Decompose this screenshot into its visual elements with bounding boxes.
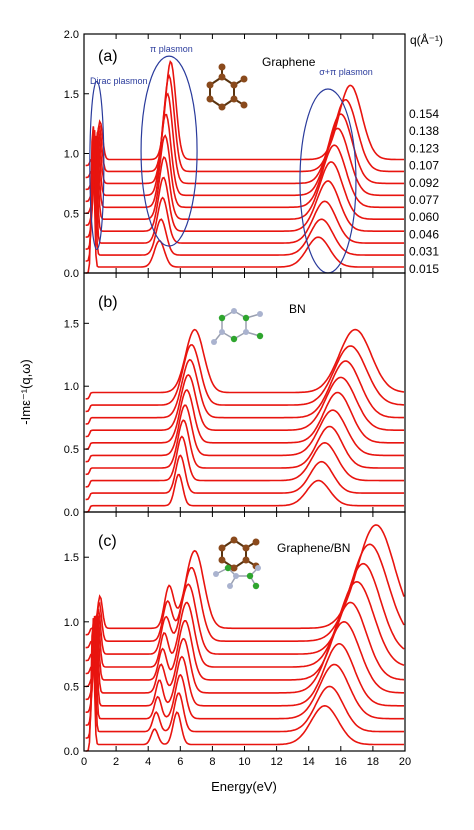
plasmon-label-3: σ+π plasmon: [319, 67, 373, 77]
panel-2-label: (b): [98, 294, 118, 311]
y-tick-label: 1.5: [64, 318, 79, 330]
plasmon-ellipse-2: [140, 55, 198, 247]
y-tick-label: 0.0: [64, 746, 79, 758]
x-tick-label: 18: [367, 756, 379, 768]
x-tick-label: 8: [209, 756, 215, 768]
plasmon-label-1: Dirac plasmon: [90, 76, 148, 86]
curve-q-0.092: [85, 601, 405, 688]
q-value-label: 0.015: [409, 262, 439, 276]
curve-q-0.138: [85, 543, 405, 649]
curve-q-0.015: [85, 126, 404, 274]
curve-q-0.138: [85, 73, 404, 179]
x-axis-title: Energy(eV): [211, 779, 277, 794]
curve-q-0.031: [85, 618, 404, 739]
curve-q-0.138: [85, 344, 405, 413]
q-value-label: 0.077: [409, 193, 439, 207]
y-axis-title: -Imε⁻¹(q,ω): [18, 359, 33, 424]
graphene-bn-molecule-icon: [213, 536, 261, 590]
curve-q-0.123: [85, 92, 404, 191]
panel-2-material-label: BN: [289, 302, 306, 316]
curve-q-0.031: [85, 454, 404, 501]
x-tick-label: 6: [177, 756, 183, 768]
x-tick-label: 0: [81, 756, 87, 768]
curve-q-0.046: [85, 615, 404, 726]
curve-q-0.015: [85, 623, 404, 752]
y-tick-label: 0.0: [64, 507, 79, 519]
panel-3-curves: [85, 524, 405, 752]
curve-q-0.060: [85, 419, 404, 476]
x-tick-label: 2: [113, 756, 119, 768]
q-axis-unit-label: q(Å⁻¹): [410, 32, 443, 47]
panel-2-curves: [85, 328, 405, 513]
curve-q-0.123: [85, 562, 405, 662]
curve-q-0.060: [85, 140, 404, 238]
curve-q-0.092: [85, 134, 404, 214]
panel-3-label: (c): [98, 533, 117, 550]
curve-q-0.123: [85, 358, 404, 425]
panel-3: 0 2 4 6 8 10 12 14 16 18 20 0.0 0.5 1.0 1.5 (c) Graphene…: [64, 511, 411, 768]
y-tick-label: 0.5: [64, 208, 79, 220]
y-tick-label: 2.0: [64, 29, 79, 41]
panel-2: 0.0 0.5 1.0 1.5 (b) BN: [64, 272, 406, 519]
y-tick-label: 0.0: [64, 268, 79, 280]
y-tick-label: 0.5: [64, 681, 79, 693]
curve-q-0.092: [85, 389, 404, 450]
curve-q-0.046: [85, 435, 404, 488]
plasmon-label-2: π plasmon: [150, 44, 193, 54]
curve-q-0.077: [85, 404, 404, 463]
q-value-label: 0.123: [409, 141, 439, 155]
curve-q-0.154: [85, 524, 405, 636]
x-tick-label: 4: [145, 756, 151, 768]
q-value-label: 0.107: [409, 159, 439, 173]
curve-q-0.077: [85, 135, 404, 226]
x-tick-label: 12: [270, 756, 282, 768]
curve-q-0.015: [85, 473, 404, 513]
x-tick-label: 14: [303, 756, 315, 768]
x-tick-label: 20: [399, 756, 411, 768]
curve-q-0.107: [85, 113, 404, 203]
panel-1-curves: [85, 60, 404, 274]
panel-3-material-label: Graphene/BN: [277, 541, 350, 555]
curve-q-0.060: [85, 620, 404, 714]
curve-q-0.046: [85, 130, 404, 250]
curve-q-0.107: [85, 373, 404, 438]
curve-q-0.077: [85, 615, 404, 701]
x-tick-label: 16: [335, 756, 347, 768]
bn-molecule-icon: [211, 308, 264, 345]
y-tick-label: 1.5: [64, 89, 79, 101]
curve-q-0.154: [85, 328, 405, 400]
y-tick-label: 0.5: [64, 444, 79, 456]
y-tick-label: 1.0: [64, 149, 79, 161]
q-value-label: 0.031: [409, 245, 439, 259]
q-value-label: 0.154: [409, 107, 439, 121]
plasmon-ellipse-1: [89, 80, 105, 251]
y-tick-label: 1.5: [64, 552, 79, 564]
y-tick-label: 1.0: [64, 381, 79, 393]
curve-q-0.031: [85, 126, 404, 262]
q-value-label: 0.092: [409, 176, 439, 190]
panels-layer: 0.0 0.5 1.0 1.5 2.0 (a) Graphene Dirac plasmon π…: [64, 29, 440, 768]
y-tick-label: 1.0: [64, 617, 79, 629]
graphene-molecule-icon: [206, 63, 248, 111]
q-value-label: 0.046: [409, 227, 439, 241]
panel-1: 0.0 0.5 1.0 1.5 2.0 (a) Graphene Dirac plasmon π…: [64, 29, 440, 280]
q-value-labels: 0.154 0.138 0.123 0.107 0.092 0.077 0.060 0.046…: [409, 107, 439, 276]
q-value-label: 0.138: [409, 124, 439, 138]
curve-q-0.154: [85, 60, 404, 167]
panel-1-material-label: Graphene: [262, 55, 316, 69]
q-value-label: 0.060: [409, 210, 439, 224]
panel-1-label: (a): [98, 48, 118, 65]
x-tick-label: 10: [238, 756, 250, 768]
